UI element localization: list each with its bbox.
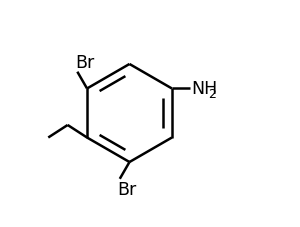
Text: Br: Br <box>75 53 94 71</box>
Text: NH: NH <box>191 79 218 97</box>
Text: Br: Br <box>118 180 137 198</box>
Text: 2: 2 <box>208 88 216 101</box>
